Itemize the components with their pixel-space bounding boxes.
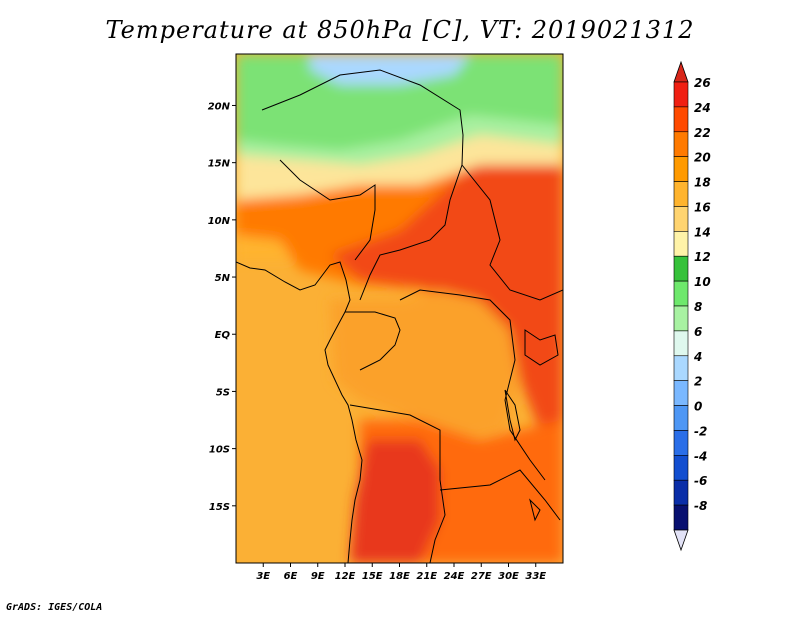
country-borders: [236, 69, 563, 563]
colorbar-label: -4: [694, 449, 707, 463]
colorbar-swatch: [673, 504, 689, 531]
lat-tick-label: EQ: [215, 330, 231, 341]
colorbar-swatch: [673, 231, 689, 257]
lon-tick-label: 6E: [284, 571, 298, 582]
border-east: [461, 164, 563, 301]
lon-tick-label: 21E: [416, 571, 437, 582]
border-south: [439, 469, 561, 521]
colorbar-label: 14: [694, 225, 711, 239]
colorbar-swatch: [673, 81, 689, 108]
colorbar-swatch: [673, 106, 689, 133]
colorbar-label: -6: [694, 474, 707, 488]
region-cool-band-16-18: [236, 130, 563, 200]
lon-tick-label: 12E: [335, 571, 356, 582]
lon-tick-label: 27E: [471, 571, 492, 582]
colorbar-label: 20: [694, 151, 711, 165]
lat-tick-label: 15N: [208, 159, 231, 170]
border-nigeria: [279, 159, 376, 261]
map-title: Temperature at 850hPa [C], VT: 201902131…: [105, 16, 695, 44]
colorbar-label: 10: [694, 275, 711, 289]
lake-tanganyika: [504, 389, 521, 442]
coastline: [236, 261, 363, 563]
colorbar-swatch: [673, 355, 689, 381]
colorbar-label: 12: [694, 250, 711, 264]
axis-ticks: 3E 6E 9E 12E 15E 18E 21E 24E 27E 30E 33E 20N 15N 10N 5…: [208, 101, 547, 582]
region-sahara-north-green: [236, 54, 563, 150]
colorbar-swatch: [673, 131, 689, 157]
colorbar-label: -2: [694, 424, 707, 438]
colorbar-label: 8: [694, 300, 702, 314]
colorbar-swatch: [673, 405, 689, 431]
lat-tick-label: 20N: [208, 101, 231, 112]
colorbar-label: 6: [694, 325, 702, 339]
colorbar-swatch: [673, 380, 689, 406]
lat-tick-label: 5N: [215, 273, 231, 284]
lake-malawi: [529, 498, 541, 522]
region-central-africa-hot: [330, 160, 563, 430]
lat-tick-label: 10N: [208, 216, 231, 227]
colorbar-swatch: [673, 455, 689, 481]
region-sky-blue-patch: [310, 54, 470, 85]
colorbar-swatch: [673, 255, 689, 282]
lon-tick-label: 3E: [256, 571, 270, 582]
colorbar-swatch: [673, 305, 689, 332]
lon-tick-label: 30E: [498, 571, 519, 582]
colorbar-label: 4: [693, 350, 702, 364]
colorbar-swatch: [673, 206, 689, 232]
lat-tick-label: 5S: [216, 387, 230, 398]
colorbar-bottom-arrow: [673, 529, 689, 552]
colorbar-label: 0: [694, 400, 702, 414]
colorbar-swatch: [673, 181, 689, 207]
grads-credit: GrADS: IGES/COLA: [6, 602, 103, 613]
lake-victoria: [524, 329, 559, 366]
colorbar-label: 26: [694, 76, 711, 90]
lat-tick-label: 15S: [209, 502, 230, 513]
border-sahel: [261, 69, 464, 166]
colorbar-swatch: [673, 156, 689, 182]
colorbar-label: 24: [694, 101, 711, 115]
colorbar-top-arrow: [673, 60, 689, 83]
border-angola: [349, 404, 446, 563]
colorbar-swatch: [673, 479, 689, 506]
temperature-field: [236, 54, 563, 563]
colorbar-label: 2: [694, 375, 702, 389]
border-drc: [399, 289, 546, 481]
colorbar-label: 22: [694, 126, 711, 140]
colorbar-swatch: [673, 330, 689, 357]
colorbar-label: -8: [694, 499, 707, 513]
colorbar-label: 16: [694, 200, 711, 214]
colorbar-swatch: [673, 280, 689, 307]
border-west-12e: [345, 311, 401, 371]
lon-tick-label: 9E: [311, 571, 325, 582]
lon-tick-label: 33E: [525, 571, 546, 582]
lat-tick-label: 10S: [209, 445, 230, 456]
region-congo-mild: [330, 290, 520, 440]
lon-tick-label: 18E: [389, 571, 410, 582]
colorbar-swatch: [673, 430, 689, 456]
colorbar-label: 18: [694, 176, 711, 190]
lon-tick-label: 15E: [362, 571, 383, 582]
lon-tick-label: 24E: [444, 571, 465, 582]
region-angola-hottest: [350, 440, 440, 563]
border-central: [359, 164, 463, 301]
